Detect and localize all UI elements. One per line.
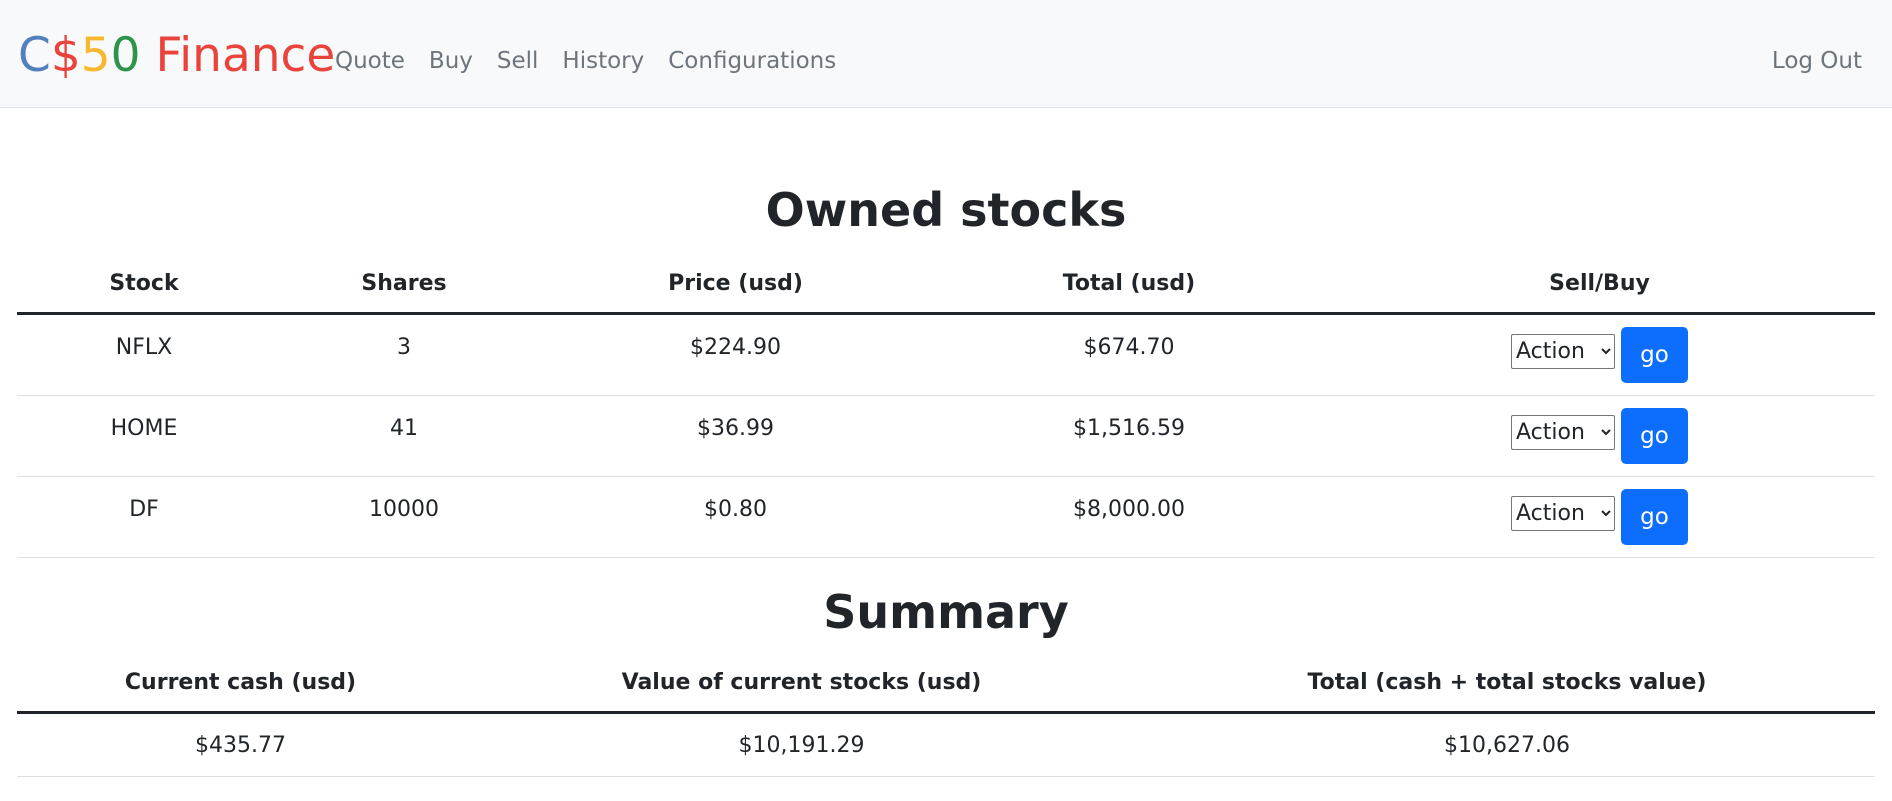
row-actions: Action go bbox=[1511, 489, 1688, 545]
header-current-cash: Current cash (usd) bbox=[17, 653, 464, 714]
stock-total: $674.70 bbox=[1083, 334, 1175, 360]
row-actions: Action go bbox=[1511, 327, 1688, 383]
action-select[interactable]: Action bbox=[1511, 333, 1615, 369]
cell-actions: Action go bbox=[1324, 476, 1875, 558]
row-actions: Action go bbox=[1511, 408, 1688, 464]
cell-stock: HOME bbox=[17, 395, 271, 477]
nav-link-sell[interactable]: Sell bbox=[496, 48, 539, 74]
stock-price: $0.80 bbox=[704, 496, 767, 522]
brand-digit-5: 5 bbox=[80, 28, 111, 83]
owned-stocks-table: Stock Shares Price (usd) Total (usd) Sel… bbox=[17, 254, 1875, 558]
header-shares: Shares bbox=[271, 254, 537, 315]
brand-word-finance: Finance bbox=[140, 28, 336, 83]
table-row: HOME 41 $36.99 $1,516.59 Action go bbox=[17, 395, 1875, 477]
cell-shares: 10000 bbox=[271, 476, 537, 558]
header-sell-buy: Sell/Buy bbox=[1324, 254, 1875, 315]
stock-total: $1,516.59 bbox=[1073, 415, 1185, 441]
header-total: Total (usd) bbox=[934, 254, 1324, 315]
summary-table: Current cash (usd) Value of current stoc… bbox=[17, 653, 1875, 777]
shares-count: 3 bbox=[397, 334, 411, 360]
cell-total: $8,000.00 bbox=[934, 476, 1324, 558]
brand-letter-dollar: $ bbox=[50, 28, 81, 83]
cell-shares: 3 bbox=[271, 313, 537, 396]
nav-link-buy[interactable]: Buy bbox=[428, 48, 473, 74]
navbar: C$50 Finance Quote Buy Sell History Conf… bbox=[0, 0, 1892, 108]
shares-count: 10000 bbox=[369, 496, 439, 522]
header-stock: Stock bbox=[17, 254, 271, 315]
go-button[interactable]: go bbox=[1621, 408, 1688, 464]
stock-total: $8,000.00 bbox=[1073, 496, 1185, 522]
go-button[interactable]: go bbox=[1621, 327, 1688, 383]
stock-symbol: HOME bbox=[110, 415, 178, 441]
cell-total: $674.70 bbox=[934, 313, 1324, 396]
cell-price: $36.99 bbox=[537, 395, 934, 477]
grand-total-value: $10,627.06 bbox=[1139, 712, 1875, 777]
cell-actions: Action go bbox=[1324, 313, 1875, 396]
brand-digit-0: 0 bbox=[110, 28, 141, 83]
current-cash-value: $435.77 bbox=[17, 712, 464, 777]
summary-title: Summary bbox=[823, 585, 1069, 639]
header-stocks-value: Value of current stocks (usd) bbox=[464, 653, 1139, 714]
cell-stock: DF bbox=[17, 476, 271, 558]
go-button[interactable]: go bbox=[1621, 489, 1688, 545]
stocks-value: $10,191.29 bbox=[464, 712, 1139, 777]
header-price: Price (usd) bbox=[537, 254, 934, 315]
brand-letter-c: C bbox=[18, 28, 51, 83]
action-select[interactable]: Action bbox=[1511, 414, 1615, 450]
nav-link-configurations[interactable]: Configurations bbox=[668, 48, 837, 74]
stock-symbol: NFLX bbox=[115, 334, 173, 360]
table-row: $435.77 $10,191.29 $10,627.06 bbox=[17, 712, 1875, 777]
owned-stocks-title: Owned stocks bbox=[765, 183, 1127, 237]
cell-shares: 41 bbox=[271, 395, 537, 477]
nav-link-history[interactable]: History bbox=[562, 48, 645, 74]
stock-price: $224.90 bbox=[690, 334, 781, 360]
cell-actions: Action go bbox=[1324, 395, 1875, 477]
brand-logo[interactable]: C$50 Finance bbox=[18, 27, 335, 85]
owned-header-row: Stock Shares Price (usd) Total (usd) Sel… bbox=[17, 254, 1875, 315]
cell-total: $1,516.59 bbox=[934, 395, 1324, 477]
cell-price: $224.90 bbox=[537, 313, 934, 396]
table-row: NFLX 3 $224.90 $674.70 Action go bbox=[17, 313, 1875, 396]
table-row: DF 10000 $0.80 $8,000.00 Action go bbox=[17, 476, 1875, 558]
summary-header-row: Current cash (usd) Value of current stoc… bbox=[17, 653, 1875, 714]
action-select[interactable]: Action bbox=[1511, 495, 1615, 531]
nav-link-quote[interactable]: Quote bbox=[335, 48, 405, 74]
logout-link[interactable]: Log Out bbox=[1771, 48, 1862, 74]
stock-symbol: DF bbox=[129, 496, 159, 522]
shares-count: 41 bbox=[390, 415, 418, 441]
cell-price: $0.80 bbox=[537, 476, 934, 558]
cell-stock: NFLX bbox=[17, 313, 271, 396]
stock-price: $36.99 bbox=[697, 415, 774, 441]
header-grand-total: Total (cash + total stocks value) bbox=[1139, 653, 1875, 714]
nav-links: Quote Buy Sell History Configurations bbox=[323, 44, 848, 78]
